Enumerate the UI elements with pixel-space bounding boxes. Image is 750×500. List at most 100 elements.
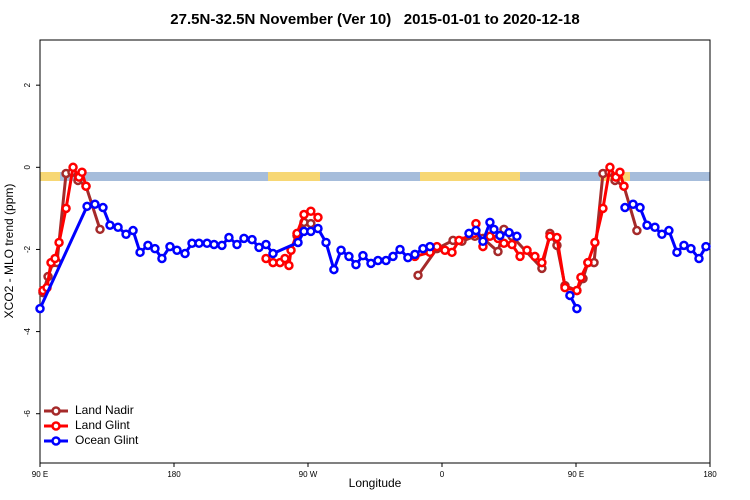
ocean-band	[40, 172, 710, 181]
data-point	[157, 253, 167, 264]
data-point	[515, 251, 525, 262]
x-axis-label: Longitude	[349, 476, 402, 490]
y-tick-label: -4	[23, 327, 32, 335]
data-point	[61, 203, 71, 214]
x-tick-label: 90 W	[299, 470, 318, 479]
data-point	[471, 225, 481, 236]
x-tick-label: 180	[703, 470, 717, 479]
legend-label: Land Nadir	[75, 403, 134, 417]
data-point	[90, 199, 100, 210]
data-point	[485, 231, 495, 242]
data-point	[530, 251, 540, 262]
data-point	[388, 251, 398, 262]
data-point	[560, 282, 570, 293]
data-point	[504, 227, 514, 238]
data-point	[293, 237, 303, 248]
data-point	[336, 245, 346, 256]
chart-title: 27.5N-32.5N November (Ver 10) 2015-01-01…	[170, 11, 579, 28]
data-point	[135, 247, 145, 258]
data-point	[650, 222, 660, 233]
y-axis-label: XCO2 - MLO trend (ppm)	[2, 184, 16, 319]
data-point	[657, 229, 667, 240]
data-point	[522, 245, 532, 256]
data-point	[635, 202, 645, 213]
legend-label: Land Glint	[75, 418, 130, 432]
y-tick-label: 0	[23, 165, 32, 170]
data-point	[268, 248, 278, 259]
data-point	[306, 218, 316, 229]
plot-frame	[39, 39, 711, 464]
data-point	[239, 233, 249, 244]
data-point	[194, 238, 204, 249]
data-point	[68, 162, 78, 173]
legend-marker	[51, 406, 61, 416]
data-point	[224, 232, 234, 243]
x-tick-label: 90 E	[32, 470, 48, 479]
data-point	[209, 239, 219, 250]
data-point	[77, 167, 87, 177]
data-point	[537, 257, 547, 268]
data-point	[50, 253, 60, 264]
land-band	[420, 172, 520, 181]
data-point	[694, 253, 704, 264]
data-point	[598, 203, 608, 214]
data-point	[284, 260, 294, 271]
data-point	[576, 272, 586, 283]
data-point	[313, 223, 323, 234]
data-point	[507, 239, 517, 250]
data-point	[329, 264, 339, 275]
data-point	[512, 231, 522, 242]
y-tick-label: -6	[23, 410, 32, 418]
data-point	[686, 243, 696, 254]
data-point	[583, 257, 593, 268]
data-point	[261, 253, 271, 264]
data-point	[180, 248, 190, 259]
data-point	[344, 251, 354, 262]
data-point	[105, 220, 115, 230]
data-point	[590, 237, 600, 248]
data-point	[701, 241, 711, 252]
land-band	[268, 172, 320, 181]
data-point	[381, 255, 391, 266]
data-point	[605, 162, 615, 173]
legend-marker	[51, 421, 61, 431]
data-point	[35, 303, 45, 314]
data-point	[620, 202, 630, 213]
data-point	[247, 234, 257, 245]
data-point	[485, 217, 495, 228]
data-point	[165, 241, 175, 252]
data-point	[280, 253, 290, 264]
data-point	[565, 290, 575, 301]
data-point	[572, 285, 582, 296]
data-point	[619, 181, 629, 191]
data-point	[81, 181, 91, 191]
data-point	[121, 229, 131, 240]
y-tick-label: -2	[23, 245, 32, 253]
data-point	[261, 239, 271, 250]
data-point	[478, 236, 488, 246]
data-point	[232, 239, 242, 250]
data-point	[454, 235, 464, 246]
data-point	[313, 212, 323, 223]
data-point	[217, 240, 227, 251]
data-point	[403, 252, 413, 263]
data-point	[495, 230, 505, 241]
data-point	[98, 202, 108, 213]
data-point	[410, 249, 420, 260]
series-line	[414, 163, 626, 293]
data-point	[143, 240, 153, 251]
data-point	[572, 303, 582, 314]
x-tick-label: 0	[440, 470, 445, 479]
data-point	[552, 232, 562, 243]
data-point	[395, 244, 405, 255]
data-point	[413, 270, 423, 281]
data-point	[664, 225, 674, 236]
data-point	[615, 167, 625, 177]
legend-marker	[51, 436, 61, 446]
data-point	[499, 238, 509, 249]
data-point	[113, 222, 123, 233]
data-point	[172, 245, 182, 256]
data-point	[642, 220, 652, 230]
